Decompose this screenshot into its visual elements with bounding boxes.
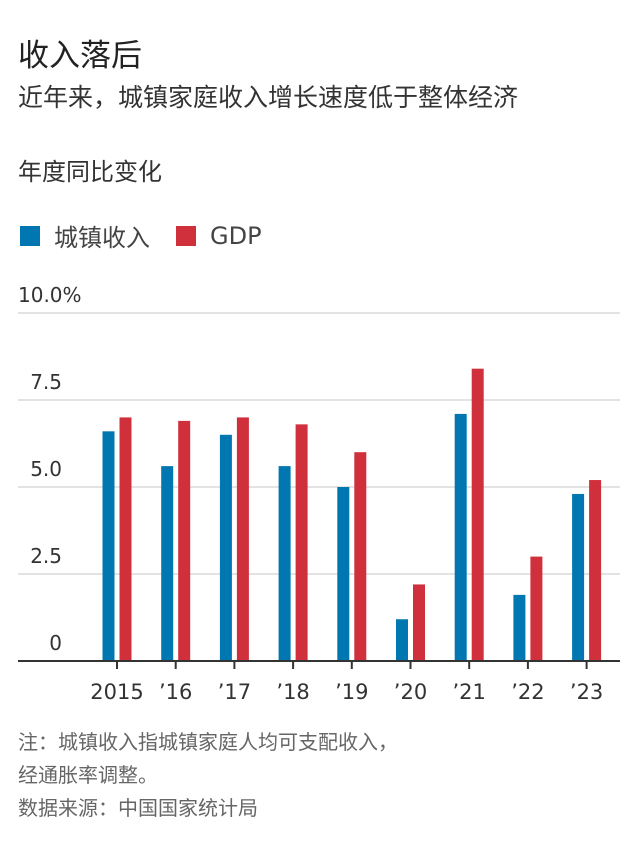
legend-swatch-gdp [176, 225, 196, 246]
y-tick-label: 10.0% [18, 283, 82, 307]
bar-gdp [178, 420, 191, 661]
x-tick-label: ’21 [452, 680, 485, 704]
bar-urban-income [513, 594, 526, 661]
legend-label: 城镇收入 [54, 224, 150, 252]
legend-item-gdp: GDP [176, 222, 262, 250]
unit-label: 年度同比变化 [18, 158, 162, 186]
x-tick-label: ’20 [394, 680, 427, 704]
bar-urban-income [278, 466, 291, 661]
legend-swatch-urban-income [20, 225, 40, 246]
bar-gdp [471, 368, 484, 661]
bar-urban-income [572, 493, 585, 661]
bar-gdp [295, 424, 308, 661]
bar-urban-income [102, 431, 115, 661]
bar-urban-income [396, 619, 408, 661]
x-tick-label: ’19 [335, 680, 368, 704]
x-tick-label: ’18 [276, 680, 309, 704]
chart-title: 收入落后 [18, 38, 142, 74]
x-tick-label: ’17 [218, 680, 251, 704]
source-line: 数据来源：中国国家统计局 [18, 796, 258, 820]
note-line-2: 经通胀率调整。 [18, 763, 158, 787]
x-tick-label: 2015 [90, 680, 143, 704]
chart-subtitle: 近年来，城镇家庭收入增长速度低于整体经济 [18, 83, 519, 112]
x-tick-label: ’23 [570, 680, 603, 704]
bar-gdp [354, 452, 367, 661]
x-tick-label: ’16 [159, 680, 192, 704]
bar-gdp [236, 417, 249, 661]
y-tick-label: 7.5 [30, 370, 62, 394]
bar-urban-income [337, 487, 350, 661]
bar-urban-income [161, 466, 174, 661]
x-tick-label: ’22 [511, 680, 544, 704]
bar-urban-income [454, 413, 467, 661]
footnotes: 注：城镇收入指城镇家庭人均可支配收入， 经通胀率调整。 数据来源：中国国家统计局 [18, 726, 398, 825]
bar-urban-income [219, 434, 232, 661]
bar-gdp [413, 584, 425, 661]
note-line-1: 注：城镇收入指城镇家庭人均可支配收入， [18, 730, 398, 754]
legend-label: GDP [210, 221, 262, 250]
bar-gdp [530, 556, 543, 661]
y-tick-label: 5.0 [30, 457, 62, 481]
legend-item-urban-income: 城镇收入 [20, 218, 150, 253]
y-tick-label: 0 [49, 631, 62, 655]
y-tick-label: 2.5 [30, 544, 62, 568]
bar-gdp [589, 480, 602, 661]
legend: 城镇收入 GDP [20, 218, 288, 253]
bar-gdp [119, 417, 132, 661]
